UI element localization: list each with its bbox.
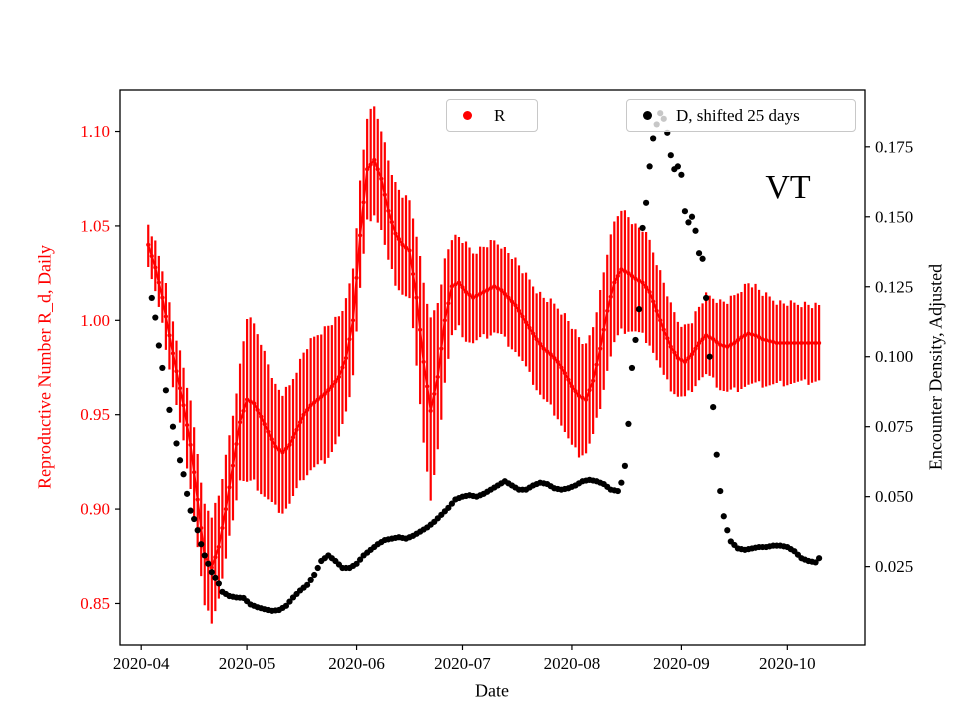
- right-tick-label: 0.025: [875, 557, 913, 576]
- d-dots: [148, 110, 823, 614]
- state-annotation: VT: [765, 169, 811, 206]
- right-tick-label: 0.100: [875, 347, 913, 366]
- legend-d: D, shifted 25 days: [626, 99, 856, 132]
- r-marker-icon: [463, 111, 472, 120]
- plot-frame: [119, 89, 866, 646]
- x-tick-label: 2020-08: [544, 654, 601, 673]
- r-error-bars: [147, 106, 821, 624]
- right-tick-label: 0.150: [875, 207, 913, 226]
- legend-r: R: [446, 99, 538, 132]
- d-marker-icon: [643, 111, 652, 120]
- x-axis-ticks: 2020-04 2020-05 2020-06 2020-07 2020-08 2020-…: [113, 645, 816, 673]
- left-tick-label: 0.90: [80, 500, 110, 519]
- x-tick-label: 2020-06: [328, 654, 385, 673]
- left-axis-ticks: 0.85 0.90 0.95 1.00 1.05 1.10: [80, 122, 120, 613]
- legend-d-label: D, shifted 25 days: [676, 105, 800, 125]
- left-tick-label: 0.85: [80, 594, 110, 613]
- x-tick-label: 2020-04: [113, 654, 170, 673]
- right-axis-title: Encounter Density, Adjusted: [925, 263, 946, 471]
- right-tick-label: 0.075: [875, 417, 913, 436]
- r-center-line: [147, 157, 820, 570]
- x-axis-title: Date: [475, 680, 509, 701]
- left-axis-title: Reproductive Number R_d, Daily: [34, 245, 55, 489]
- left-tick-label: 1.10: [80, 122, 110, 141]
- x-tick-label: 2020-07: [434, 654, 491, 673]
- right-axis-ticks: 0.025 0.050 0.075 0.100 0.125 0.150 0.175: [865, 137, 913, 576]
- right-tick-label: 0.125: [875, 277, 913, 296]
- x-tick-label: 2020-05: [219, 654, 276, 673]
- x-tick-label: 2020-09: [653, 654, 710, 673]
- left-tick-label: 0.95: [80, 405, 110, 424]
- right-tick-label: 0.050: [875, 487, 913, 506]
- left-tick-label: 1.05: [80, 216, 110, 235]
- legend-r-label: R: [494, 105, 506, 125]
- left-tick-label: 1.00: [80, 311, 110, 330]
- right-tick-label: 0.175: [875, 137, 913, 156]
- x-tick-label: 2020-10: [759, 654, 816, 673]
